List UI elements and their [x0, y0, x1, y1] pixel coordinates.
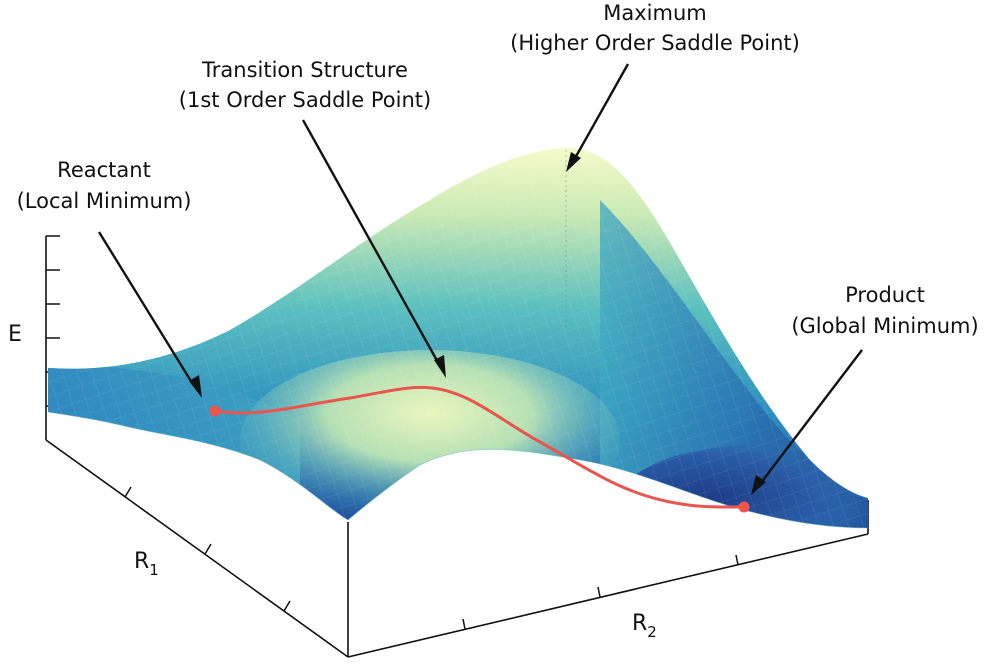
reactant-arrow-shaft: [97, 231, 196, 387]
energy-axis-label: E: [8, 322, 22, 347]
r1-letter: R: [134, 549, 149, 574]
transition-sublabel: (1st Order Saddle Point): [179, 88, 431, 112]
maximum-sublabel: (Higher Order Saddle Point): [510, 31, 800, 55]
product-sublabel: (Global Minimum): [791, 314, 978, 338]
r1-tick: [124, 486, 132, 498]
r2-letter: R: [632, 611, 647, 636]
r2-tick: [462, 618, 466, 630]
r2-axis-ticks: [462, 554, 739, 630]
r2-tick: [597, 586, 601, 598]
r1-axis-line: [45, 439, 349, 658]
reaction-path: [214, 385, 745, 509]
r1-axis-label: R1: [134, 549, 159, 579]
reactant-label: Reactant: [57, 158, 151, 182]
transition-arrow-head: [434, 355, 446, 378]
reactant-arrow-head: [189, 375, 202, 398]
maximum-label: Maximum: [603, 1, 706, 25]
maximum-arrow-shaft: [572, 63, 630, 161]
r1-tick: [283, 600, 291, 612]
r2-subscript: 2: [647, 623, 657, 641]
maximum-arrow-head: [566, 152, 581, 172]
product-point: [738, 501, 750, 513]
transition-arrow-shaft: [301, 119, 442, 367]
annotation-arrows: [97, 63, 863, 495]
reactant-point: [209, 405, 221, 417]
product-label: Product: [845, 283, 925, 307]
r2-axis-label: R2: [632, 611, 657, 641]
r1-axis-ticks: [124, 486, 291, 612]
product-arrow-shaft: [759, 349, 863, 485]
reactant-sublabel: (Local Minimum): [17, 189, 192, 213]
r1-subscript: 1: [149, 561, 159, 579]
r2-tick: [735, 554, 739, 566]
transition-label: Transition Structure: [201, 58, 408, 82]
product-arrow-head: [751, 475, 766, 495]
r2-axis-line: [347, 533, 869, 658]
r1-tick: [204, 543, 212, 555]
